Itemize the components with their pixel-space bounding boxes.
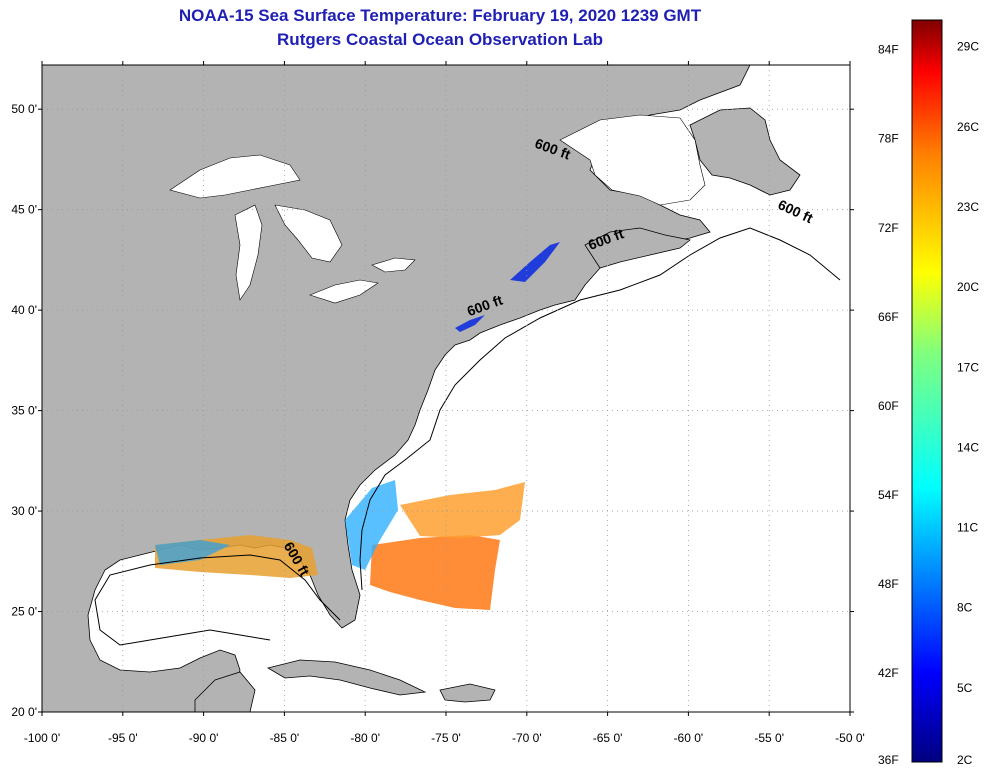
lat-label: 50 0' [11, 102, 37, 116]
newfoundland-land [689, 107, 801, 196]
colorbar-c-label: 26C [957, 120, 979, 134]
sst-offshore-warm [400, 482, 525, 538]
map-title: NOAA-15 Sea Surface Temperature: Februar… [178, 6, 702, 25]
axis-ticks [38, 61, 854, 716]
colorbar-c-label: 2C [957, 753, 973, 767]
nova-scotia-land [584, 227, 691, 269]
colorbar-f-label: 36F [878, 753, 899, 767]
sst-nantucket-cold [510, 242, 560, 282]
colorbar-c-label: 23C [957, 200, 979, 214]
lat-label: 35 0' [11, 404, 37, 418]
colorbar-c-label: 5C [957, 681, 973, 695]
colorbar-f-label: 66F [878, 310, 899, 324]
lake-michigan [234, 204, 263, 301]
colorbar-f-label: 72F [878, 221, 899, 235]
longitude-labels: -100 0' -95 0' -90 0' -85 0' -80 0' -75 0' -70… [24, 731, 865, 745]
colorbar-c-label: 29C [957, 40, 979, 54]
lon-label: -100 0' [24, 731, 60, 745]
lat-label: 25 0' [11, 605, 37, 619]
lon-label: -95 0' [108, 731, 138, 745]
600ft-contour-line [94, 227, 841, 646]
colorbar-c-label: 17C [957, 360, 979, 374]
colorbar-gradient [911, 19, 943, 763]
sst-gulf-coastal-cool [155, 540, 230, 565]
lon-label: -70 0' [512, 731, 542, 745]
lake-superior [169, 154, 301, 199]
colorbar-f-label: 84F [878, 43, 899, 57]
lon-label: -50 0' [835, 731, 865, 745]
sst-swath [155, 242, 560, 610]
lat-label: 40 0' [11, 303, 37, 317]
latitude-labels: 50 0' 45 0' 40 0' 35 0' 30 0' 25 0' 20 0' [11, 102, 37, 719]
lon-label: -55 0' [754, 731, 784, 745]
sst-gulf-stream-warm [370, 535, 500, 610]
sst-ny-bight-cold [455, 315, 485, 332]
north-america-land [42, 65, 751, 712]
lake-huron [274, 204, 343, 263]
colorbar-f-label: 78F [878, 132, 899, 146]
sst-shelf-cool [345, 480, 398, 570]
lon-label: -85 0' [270, 731, 300, 745]
lon-label: -80 0' [350, 731, 380, 745]
colorbar-celsius-labels: 29C 26C 23C 20C 17C 14C 11C 8C 5C 2C [957, 40, 979, 767]
gulf-st-lawrence [559, 114, 706, 206]
lat-label: 20 0' [11, 705, 37, 719]
lon-label: -65 0' [593, 731, 623, 745]
colorbar-c-label: 20C [957, 280, 979, 294]
map-subtitle: Rutgers Coastal Ocean Observation Lab [277, 30, 603, 49]
lat-label: 30 0' [11, 504, 37, 518]
colorbar-f-label: 48F [878, 577, 899, 591]
colorbar-fahrenheit-labels: 84F 78F 72F 66F 60F 54F 48F 42F 36F [878, 43, 899, 767]
colorbar-c-label: 8C [957, 601, 973, 615]
lon-label: -75 0' [431, 731, 461, 745]
colorbar-f-label: 42F [878, 666, 899, 680]
colorbar-f-label: 54F [878, 488, 899, 502]
lon-label: -90 0' [189, 731, 219, 745]
cuba-land [266, 659, 427, 696]
lake-ontario [371, 257, 416, 273]
yucatan-land [194, 671, 256, 712]
lat-label: 45 0' [11, 203, 37, 217]
hispaniola-land [439, 683, 496, 703]
lake-erie [309, 279, 379, 304]
lon-label: -60 0' [674, 731, 704, 745]
colorbar-c-label: 14C [957, 440, 979, 454]
colorbar-f-label: 60F [878, 399, 899, 413]
colorbar-c-label: 11C [957, 521, 978, 535]
